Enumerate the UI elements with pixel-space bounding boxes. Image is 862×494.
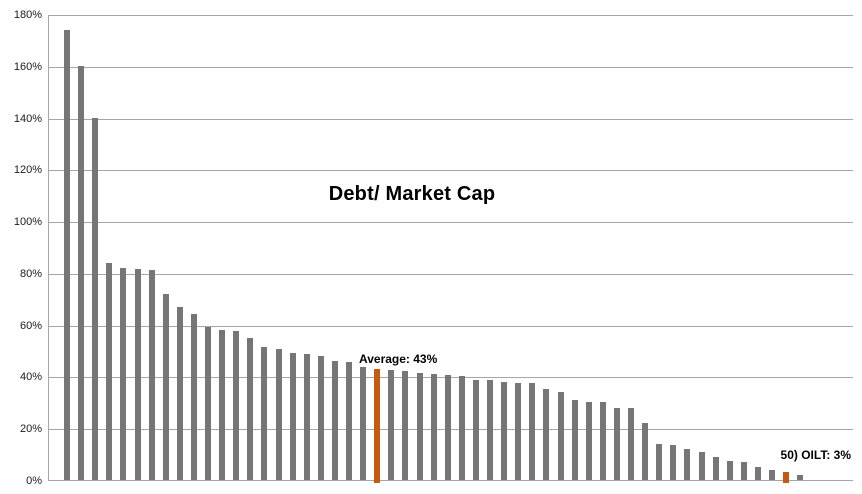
bar [571, 399, 578, 480]
bar [543, 389, 550, 480]
average-annotation: Average: 43% [359, 352, 438, 366]
bar [444, 375, 451, 480]
bar [501, 381, 508, 480]
highlighted-bar [783, 472, 790, 483]
gridline [49, 273, 853, 275]
gridline [49, 377, 853, 379]
bar [430, 373, 437, 480]
gridline [49, 222, 853, 224]
bar [613, 407, 620, 480]
gridline [49, 118, 853, 120]
y-axis-tick-label: 60% [19, 319, 42, 332]
bar [515, 382, 522, 480]
bar [120, 267, 127, 480]
bar [684, 448, 691, 480]
oilt-annotation: 50) OILT: 3% [780, 448, 851, 462]
gridline [49, 66, 853, 68]
y-axis-tick-label: 140% [13, 112, 42, 125]
bar [529, 382, 536, 480]
bar [303, 354, 310, 480]
y-axis-tick-label: 160% [13, 60, 42, 73]
bar [642, 423, 649, 480]
bar [190, 314, 197, 480]
bar [275, 349, 282, 480]
y-axis-tick-label: 20% [19, 423, 42, 436]
gridline [49, 15, 853, 16]
bar [628, 407, 634, 480]
y-axis-tick-label: 120% [13, 164, 42, 177]
y-axis-tick-label: 40% [19, 371, 42, 384]
bar [233, 331, 240, 480]
bar [402, 371, 409, 480]
bar [388, 369, 395, 480]
bar [458, 376, 465, 480]
y-axis-tick-label: 100% [13, 216, 42, 229]
bar [585, 402, 592, 480]
gridline [49, 429, 853, 431]
chart-title: Debt/ Market Cap [328, 183, 496, 205]
bar [261, 346, 268, 480]
bar [106, 262, 113, 480]
y-axis-tick-label: 0% [26, 475, 42, 487]
bar [205, 327, 211, 480]
bar [472, 380, 479, 480]
bar [162, 293, 169, 480]
bar [134, 269, 141, 480]
bar [360, 367, 367, 480]
bar [487, 380, 493, 480]
bar [317, 355, 324, 480]
bar [557, 391, 564, 480]
highlighted-bar [374, 368, 381, 483]
bar [78, 65, 85, 480]
bar [247, 337, 254, 480]
bar [726, 460, 733, 480]
gridline [49, 325, 853, 327]
bar [289, 353, 296, 480]
bar [92, 117, 99, 480]
bar [740, 461, 747, 480]
y-axis-tick-label: 80% [19, 267, 42, 280]
bar [769, 469, 775, 480]
bar [797, 474, 804, 480]
bar [670, 445, 677, 480]
bar [712, 456, 719, 480]
bar [656, 443, 663, 480]
bar [64, 29, 70, 480]
bar [331, 360, 338, 480]
bar [754, 467, 761, 480]
bar [176, 306, 183, 480]
y-axis-tick-label: 180% [13, 9, 42, 21]
bar [219, 329, 226, 480]
bar [698, 451, 705, 480]
bar [416, 372, 423, 480]
plot-area: Debt/ Market Cap Average: 43% 50) OILT: … [48, 15, 853, 483]
bar [148, 270, 155, 480]
bar [346, 362, 352, 480]
bar [599, 402, 606, 480]
gridline [49, 170, 853, 172]
